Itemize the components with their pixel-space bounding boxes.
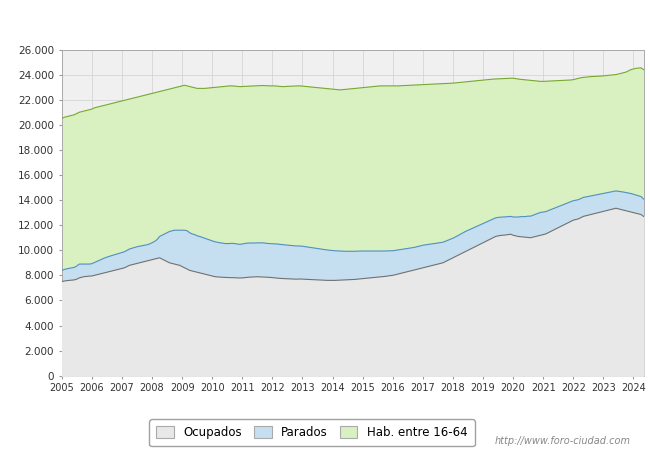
Text: Oleiros - Evolucion de la poblacion en edad de Trabajar Mayo de 2024: Oleiros - Evolucion de la poblacion en e… <box>69 17 581 32</box>
Legend: Ocupados, Parados, Hab. entre 16-64: Ocupados, Parados, Hab. entre 16-64 <box>150 419 474 446</box>
Text: http://www.foro-ciudad.com: http://www.foro-ciudad.com <box>495 436 630 446</box>
